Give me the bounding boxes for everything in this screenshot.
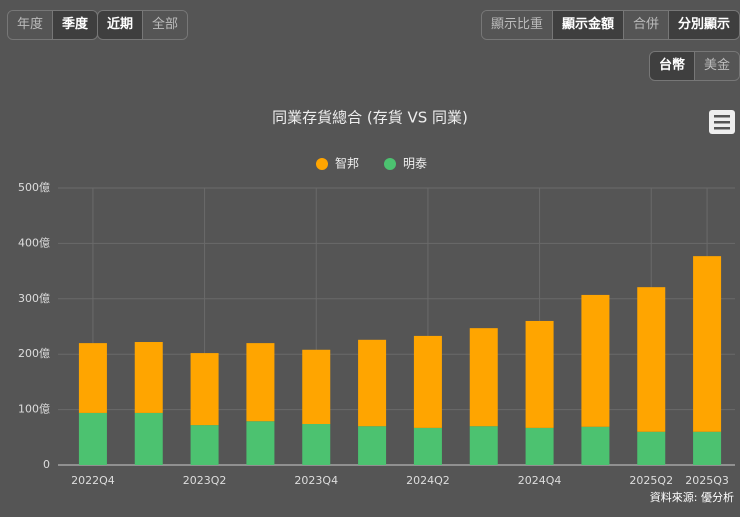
bar-segment (358, 426, 387, 465)
bar-segment (78, 343, 107, 413)
bar-segment (302, 424, 331, 465)
legend-label: 智邦 (335, 156, 359, 171)
currency-toggle: 台幣 美金 (648, 51, 740, 81)
menu-line (714, 127, 730, 130)
button[interactable]: 年度 (8, 11, 54, 39)
bar-segment (413, 427, 442, 465)
legend-marker (384, 158, 396, 170)
bar-segment (525, 427, 554, 465)
bar-segment (190, 425, 219, 465)
x-tick-label: 2025Q3 (685, 474, 729, 487)
x-tick-label: 2022Q4 (71, 474, 115, 487)
button[interactable]: 分別顯示 (668, 11, 739, 39)
button[interactable]: 近期 (98, 11, 144, 39)
y-tick-label: 200億 (18, 347, 50, 360)
menu-line (714, 115, 730, 118)
bar-segment (190, 353, 219, 426)
legend-label: 明泰 (403, 157, 427, 171)
bar-segment (302, 349, 331, 425)
bar-segment (581, 426, 610, 465)
button[interactable]: 合併 (623, 11, 669, 39)
range-toggle: 近期 全部 (97, 10, 189, 40)
bar-segment (693, 256, 722, 432)
bar-segment (525, 320, 554, 428)
bar-segment (413, 335, 442, 428)
y-tick-label: 0 (43, 458, 50, 471)
button[interactable]: 台幣 (649, 52, 695, 80)
bar-segment (78, 412, 107, 465)
bar-segment (581, 294, 610, 427)
bar-segment (358, 339, 387, 427)
x-tick-label: 2025Q2 (629, 474, 673, 487)
display-toggle: 顯示比重 顯示金額 合併 分別顯示 (480, 10, 740, 40)
button[interactable]: 美金 (694, 52, 739, 80)
button[interactable]: 季度 (53, 11, 98, 39)
bar-segment (134, 342, 163, 413)
x-tick-label: 2024Q2 (406, 474, 450, 487)
bar-segment (637, 431, 666, 465)
period-toggle: 年度 季度 (7, 10, 99, 40)
y-tick-label: 400億 (18, 236, 50, 249)
x-tick-label: 2023Q4 (294, 474, 338, 487)
chart-title: 同業存貨總合 (存貨 VS 同業) (272, 109, 468, 127)
button[interactable]: 顯示金額 (552, 11, 624, 39)
y-tick-label: 300億 (18, 292, 50, 305)
source: 資料來源: 優分析 (650, 490, 734, 504)
x-tick-label: 2023Q2 (183, 474, 227, 487)
bar-segment (693, 431, 722, 465)
bar-segment (469, 426, 498, 465)
bar-segment (246, 343, 275, 422)
button[interactable]: 顯示比重 (481, 11, 553, 39)
bar-segment (469, 328, 498, 427)
bar-segment (246, 421, 275, 465)
x-tick-label: 2024Q4 (518, 474, 562, 487)
menu-line (714, 121, 730, 124)
bar-segment (637, 287, 666, 432)
y-tick-label: 500億 (18, 181, 50, 194)
y-tick-label: 100億 (18, 403, 50, 416)
legend-marker (316, 158, 328, 170)
menu-button[interactable] (709, 110, 735, 134)
bar-segment (134, 412, 163, 465)
button[interactable]: 全部 (143, 11, 188, 39)
